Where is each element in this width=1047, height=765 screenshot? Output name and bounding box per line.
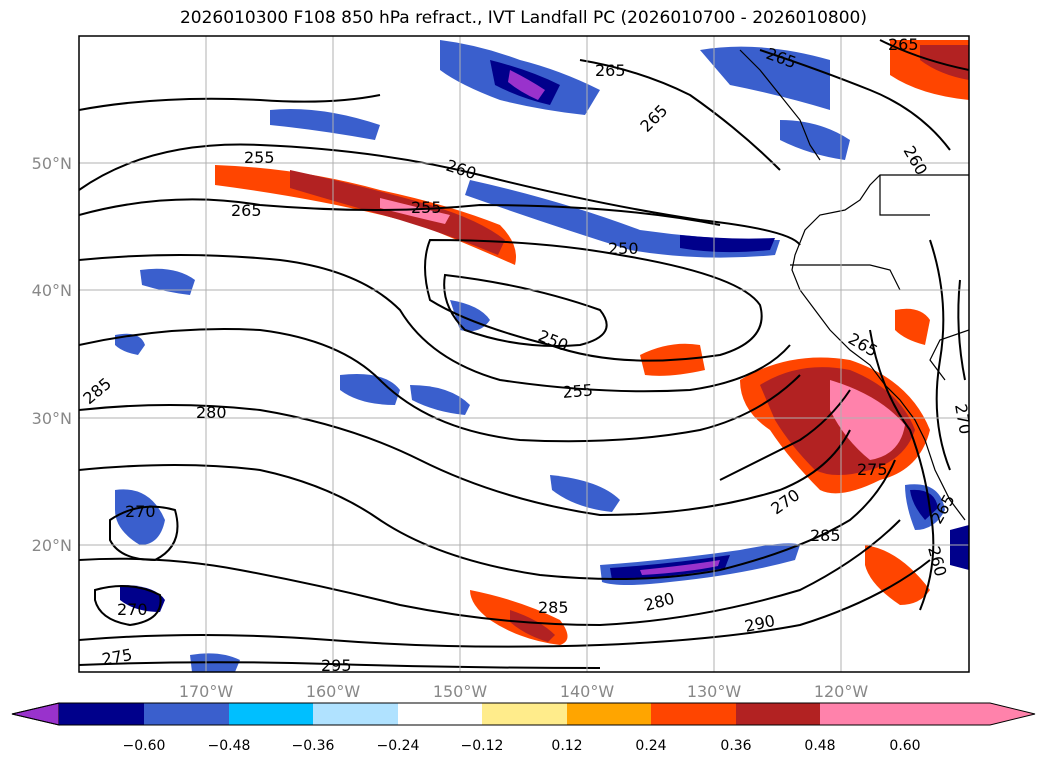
colorbar-tick-label: −0.12 (461, 738, 504, 754)
contour-label: 265 (595, 61, 626, 80)
colorbar-swatch (229, 703, 313, 725)
colorbar-outline (11, 702, 1036, 726)
lat-label: 30°N (32, 409, 72, 428)
colorbar-tick-label: 0.48 (804, 738, 835, 754)
latitude-labels: 50°N 40°N 30°N 20°N (32, 154, 72, 555)
colorbar-tick-label: 0.12 (551, 738, 582, 754)
lat-label: 20°N (32, 536, 72, 555)
contour-label: 285 (810, 526, 841, 545)
colorbar-tick-label: −0.24 (377, 738, 420, 754)
contour-label: 270 (125, 502, 156, 521)
colorbar-tick-label: 0.36 (720, 738, 751, 754)
contour-lines (79, 39, 969, 669)
colorbar-extend-max (905, 703, 1035, 725)
contour-label: 255 (411, 198, 442, 217)
colorbar-swatch (736, 703, 820, 725)
colorbar-swatch (820, 703, 905, 725)
contour-label: 265 (231, 201, 262, 220)
colorbar-extend-min (11, 702, 60, 726)
contour-label: 270 (951, 402, 975, 435)
map-frame (78, 35, 970, 673)
contour-label: 275 (857, 460, 888, 479)
lon-label: 150°W (433, 682, 488, 701)
colorbar-tick-label: 0.24 (635, 738, 666, 754)
colorbar-swatch (144, 703, 229, 725)
contour-label: 280 (196, 403, 227, 422)
contour-label: 265 (888, 35, 919, 54)
colorbar-swatch (59, 703, 144, 725)
colorbar-swatch (313, 703, 398, 725)
coastline (739, 49, 969, 521)
lat-label: 40°N (32, 281, 72, 300)
colorbar-swatch (398, 703, 482, 725)
colorbar-tick-label: −0.36 (292, 738, 335, 754)
colorbar-swatch (567, 703, 651, 725)
lon-label: 120°W (814, 682, 869, 701)
contour-label: 255 (244, 148, 275, 167)
colorbar: −0.60 −0.48 −0.36 −0.24 −0.12 0.12 0.24 … (11, 702, 1036, 754)
longitude-labels: 170°W 160°W 150°W 140°W 130°W 120°W (179, 682, 869, 701)
colorbar-tick-label: −0.48 (208, 738, 251, 754)
lat-label: 50°N (32, 154, 72, 173)
colorbar-swatch (482, 703, 567, 725)
graticule (79, 36, 969, 672)
lon-label: 140°W (560, 682, 615, 701)
lon-label: 170°W (179, 682, 234, 701)
contour-label: 255 (562, 380, 594, 402)
map-title: 2026010300 F108 850 hPa refract., IVT La… (179, 8, 867, 28)
colorbar-tick-label: 0.60 (889, 738, 920, 754)
colorbar-tick-label: −0.60 (123, 738, 166, 754)
contour-label: 295 (321, 656, 352, 675)
contour-label: 285 (538, 598, 569, 617)
contour-label: 250 (608, 239, 639, 258)
map-background (79, 36, 969, 672)
lon-label: 160°W (306, 682, 361, 701)
colorbar-swatch (651, 703, 736, 725)
lon-label: 130°W (687, 682, 742, 701)
contour-label: 270 (117, 600, 148, 619)
